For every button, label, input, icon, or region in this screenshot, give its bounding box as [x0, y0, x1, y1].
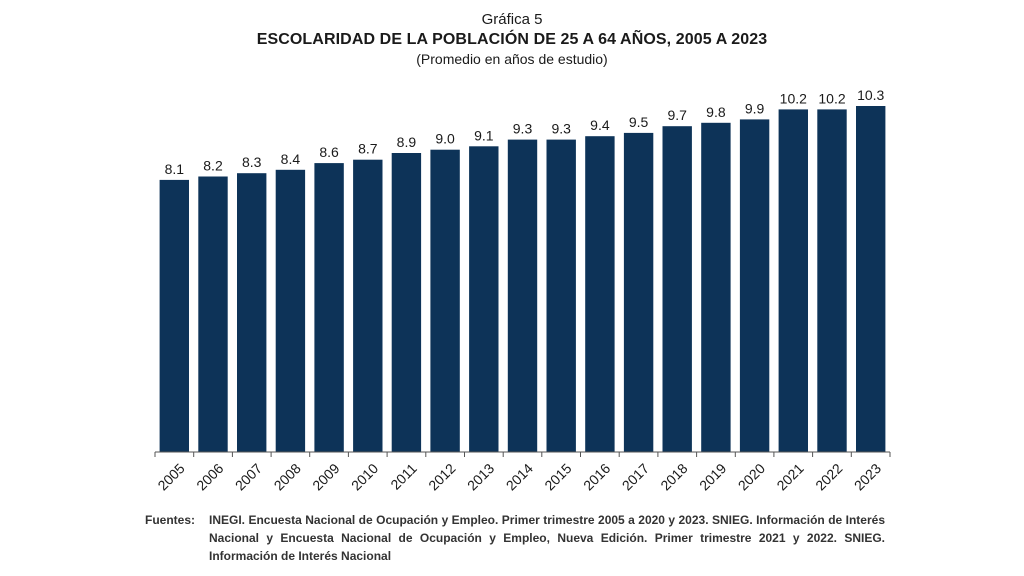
- value-label-2018: 9.7: [667, 107, 687, 123]
- bar-2020: [739, 119, 770, 453]
- value-label-2011: 8.9: [397, 134, 417, 150]
- bar-2007: [237, 173, 267, 452]
- x-tick-label-2009: 2009: [309, 460, 342, 493]
- x-tick-label-2007: 2007: [232, 460, 265, 493]
- chart-title: ESCOLARIDAD DE LA POBLACIÓN DE 25 A 64 A…: [256, 31, 768, 48]
- value-label-2012: 9.0: [435, 131, 455, 147]
- bar-2018: [662, 126, 692, 452]
- bar-2012: [430, 149, 460, 452]
- value-label-2017: 9.5: [629, 114, 649, 130]
- value-labels-group: 8.1 8.2 8.3 8.4 8.6 8.7 8.9 9.0 9.1 9.3 9.3 9.4 9.5 9…: [165, 87, 885, 177]
- figure-label: Gráfica 5: [481, 11, 543, 28]
- x-tick-label-2023: 2023: [851, 460, 884, 493]
- bar-2014: [507, 139, 538, 452]
- x-tick-label-2011: 2011: [387, 460, 420, 493]
- x-tick-label-2008: 2008: [271, 460, 304, 493]
- value-label-2022: 10.2: [818, 90, 845, 106]
- x-tick-label-2022: 2022: [812, 460, 845, 493]
- x-tick-label-2021: 2021: [773, 460, 806, 493]
- bar-2009: [314, 163, 344, 452]
- x-tick-label-2014: 2014: [503, 460, 536, 493]
- bar-2010: [353, 159, 383, 452]
- value-label-2019: 9.8: [706, 104, 726, 120]
- value-label-2007: 8.3: [242, 154, 262, 170]
- bar-2013: [469, 146, 499, 453]
- x-axis: [154, 451, 891, 457]
- x-tick-label-2017: 2017: [619, 460, 652, 493]
- x-tick-labels-group: 2005 2006 2007 2008 2009 2010 2011 2012 2013 2014…: [154, 460, 884, 493]
- value-label-2009: 8.6: [319, 144, 339, 160]
- source-text: INEGI. Encuesta Nacional de Ocupación y …: [209, 513, 885, 563]
- bar-2011: [391, 153, 422, 452]
- x-tick-label-2020: 2020: [735, 460, 768, 493]
- bar-2015: [546, 139, 576, 452]
- value-label-2005: 8.1: [165, 161, 185, 177]
- bar-2019: [701, 122, 731, 453]
- x-tick-label-2012: 2012: [425, 460, 458, 493]
- x-tick-label-2019: 2019: [696, 460, 729, 493]
- value-label-2020: 9.9: [745, 100, 765, 116]
- bar-2016: [585, 136, 615, 452]
- x-tick-label-2006: 2006: [193, 460, 226, 493]
- x-tick-label-2018: 2018: [657, 460, 690, 493]
- bars-group: [159, 106, 886, 453]
- bar-2005: [159, 179, 189, 452]
- x-tick-label-2010: 2010: [348, 460, 381, 493]
- chart-subtitle: (Promedio en años de estudio): [416, 51, 608, 67]
- x-tick-label-2016: 2016: [580, 460, 613, 493]
- value-label-2016: 9.4: [590, 117, 610, 133]
- bar-2023: [856, 106, 886, 452]
- x-tick-label-2005: 2005: [154, 460, 187, 493]
- bar-2022: [817, 109, 847, 453]
- source-label: Fuentes:: [145, 513, 196, 527]
- value-label-2014: 9.3: [513, 121, 533, 137]
- value-label-2010: 8.7: [358, 141, 378, 157]
- bar-2017: [623, 132, 654, 452]
- value-label-2021: 10.2: [780, 90, 807, 106]
- value-label-2023: 10.3: [857, 87, 884, 103]
- bar-2021: [778, 109, 808, 453]
- value-label-2006: 8.2: [203, 158, 223, 174]
- value-label-2013: 9.1: [474, 127, 494, 143]
- x-tick-label-2015: 2015: [541, 460, 574, 493]
- x-tick-label-2013: 2013: [464, 460, 497, 493]
- bar-2006: [198, 176, 228, 452]
- value-label-2015: 9.3: [551, 121, 571, 137]
- source-note: Fuentes: INEGI. Encuesta Nacional de Ocu…: [145, 511, 885, 565]
- bar-2008: [275, 169, 306, 453]
- chart-titles: Gráfica 5 ESCOLARIDAD DE LA POBLACIÓN DE…: [0, 10, 1024, 68]
- value-label-2008: 8.4: [281, 151, 301, 167]
